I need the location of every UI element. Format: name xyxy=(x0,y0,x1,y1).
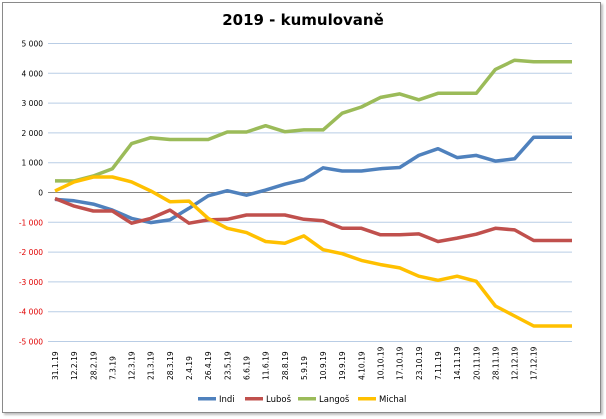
x-tick-label: 28.2.19 xyxy=(89,351,98,380)
legend: Indi Luboš Langoš Michal xyxy=(198,394,406,405)
x-tick-label: 28.3.19 xyxy=(166,351,175,380)
series-line-4 xyxy=(54,175,572,328)
chart-title: 2019 - kumulovaně xyxy=(222,11,384,29)
x-tick-label: 17.10.19 xyxy=(396,346,405,380)
x-tick-label: 23.5.19 xyxy=(223,351,232,380)
y-tick-label: 1 000 xyxy=(22,159,44,168)
x-axis-labels: 31.1.19 12.2.19 28.2.19 7.3.19 12.3.19 21.3.1… xyxy=(51,346,539,380)
y-tick-label: -5 000 xyxy=(19,338,43,347)
x-tick-label: 12.2.19 xyxy=(70,351,79,380)
legend-swatch xyxy=(298,397,316,401)
x-tick-label: 20.11.19 xyxy=(472,346,481,380)
y-tick-label: -1 000 xyxy=(19,218,43,227)
y-tick-label: -3 000 xyxy=(19,278,43,287)
series-lines xyxy=(54,58,573,328)
legend-label: Langoš xyxy=(319,394,350,405)
x-tick-label: 28.11.19 xyxy=(491,346,500,380)
y-tick-label: 3 000 xyxy=(22,99,44,108)
y-axis-labels: 5 000 4 000 3 000 2 000 1 000 0 -1 000 -2 000 -3… xyxy=(19,40,43,347)
legend-item: Indi xyxy=(198,395,235,405)
y-tick-label: 4 000 xyxy=(22,69,44,78)
x-tick-label: 17.12.19 xyxy=(530,346,539,380)
x-tick-label: 21.3.19 xyxy=(147,351,156,380)
y-tick-label: 2 000 xyxy=(22,129,44,138)
series-line-1 xyxy=(54,135,572,225)
y-tick-label: 0 xyxy=(38,189,43,198)
x-tick-label: 5.9.19 xyxy=(300,356,309,380)
legend-item: Langoš xyxy=(298,394,350,405)
x-tick-label: 7.3.19 xyxy=(108,356,117,380)
y-tick-label: -2 000 xyxy=(19,248,43,257)
x-tick-label: 10.9.19 xyxy=(319,351,328,380)
y-tick-label: 5 000 xyxy=(22,40,44,49)
legend-label: Luboš xyxy=(266,394,292,405)
legend-label: Michal xyxy=(379,395,406,405)
x-tick-label: 10.10.19 xyxy=(377,346,386,380)
series-line-2 xyxy=(54,196,572,244)
x-tick-label: 6.6.19 xyxy=(242,356,251,380)
x-tick-label: 23.10.19 xyxy=(415,346,424,380)
x-tick-label: 12.12.19 xyxy=(511,346,520,380)
x-tick-label: 2.4.19 xyxy=(185,356,194,380)
gridlines xyxy=(48,43,572,342)
legend-swatch xyxy=(198,397,216,401)
x-tick-label: 26.4.19 xyxy=(204,351,213,380)
x-tick-label: 19.9.19 xyxy=(338,351,347,380)
x-tick-label: 14.11.19 xyxy=(453,346,462,380)
legend-swatch xyxy=(245,397,263,401)
x-tick-label: 12.3.19 xyxy=(128,351,137,380)
legend-swatch xyxy=(358,397,376,401)
x-tick-label: 31.1.19 xyxy=(51,351,60,380)
x-tick-label: 11.6.19 xyxy=(262,351,271,380)
x-tick-label: 4.10.19 xyxy=(357,351,366,380)
y-tick-label: -4 000 xyxy=(19,308,43,317)
legend-item: Luboš xyxy=(245,394,292,405)
legend-label: Indi xyxy=(219,395,235,405)
x-tick-label: 7.11.19 xyxy=(434,351,443,380)
x-tick-label: 28.8.19 xyxy=(281,351,290,380)
legend-item: Michal xyxy=(358,395,406,405)
series-line-3 xyxy=(55,58,572,183)
